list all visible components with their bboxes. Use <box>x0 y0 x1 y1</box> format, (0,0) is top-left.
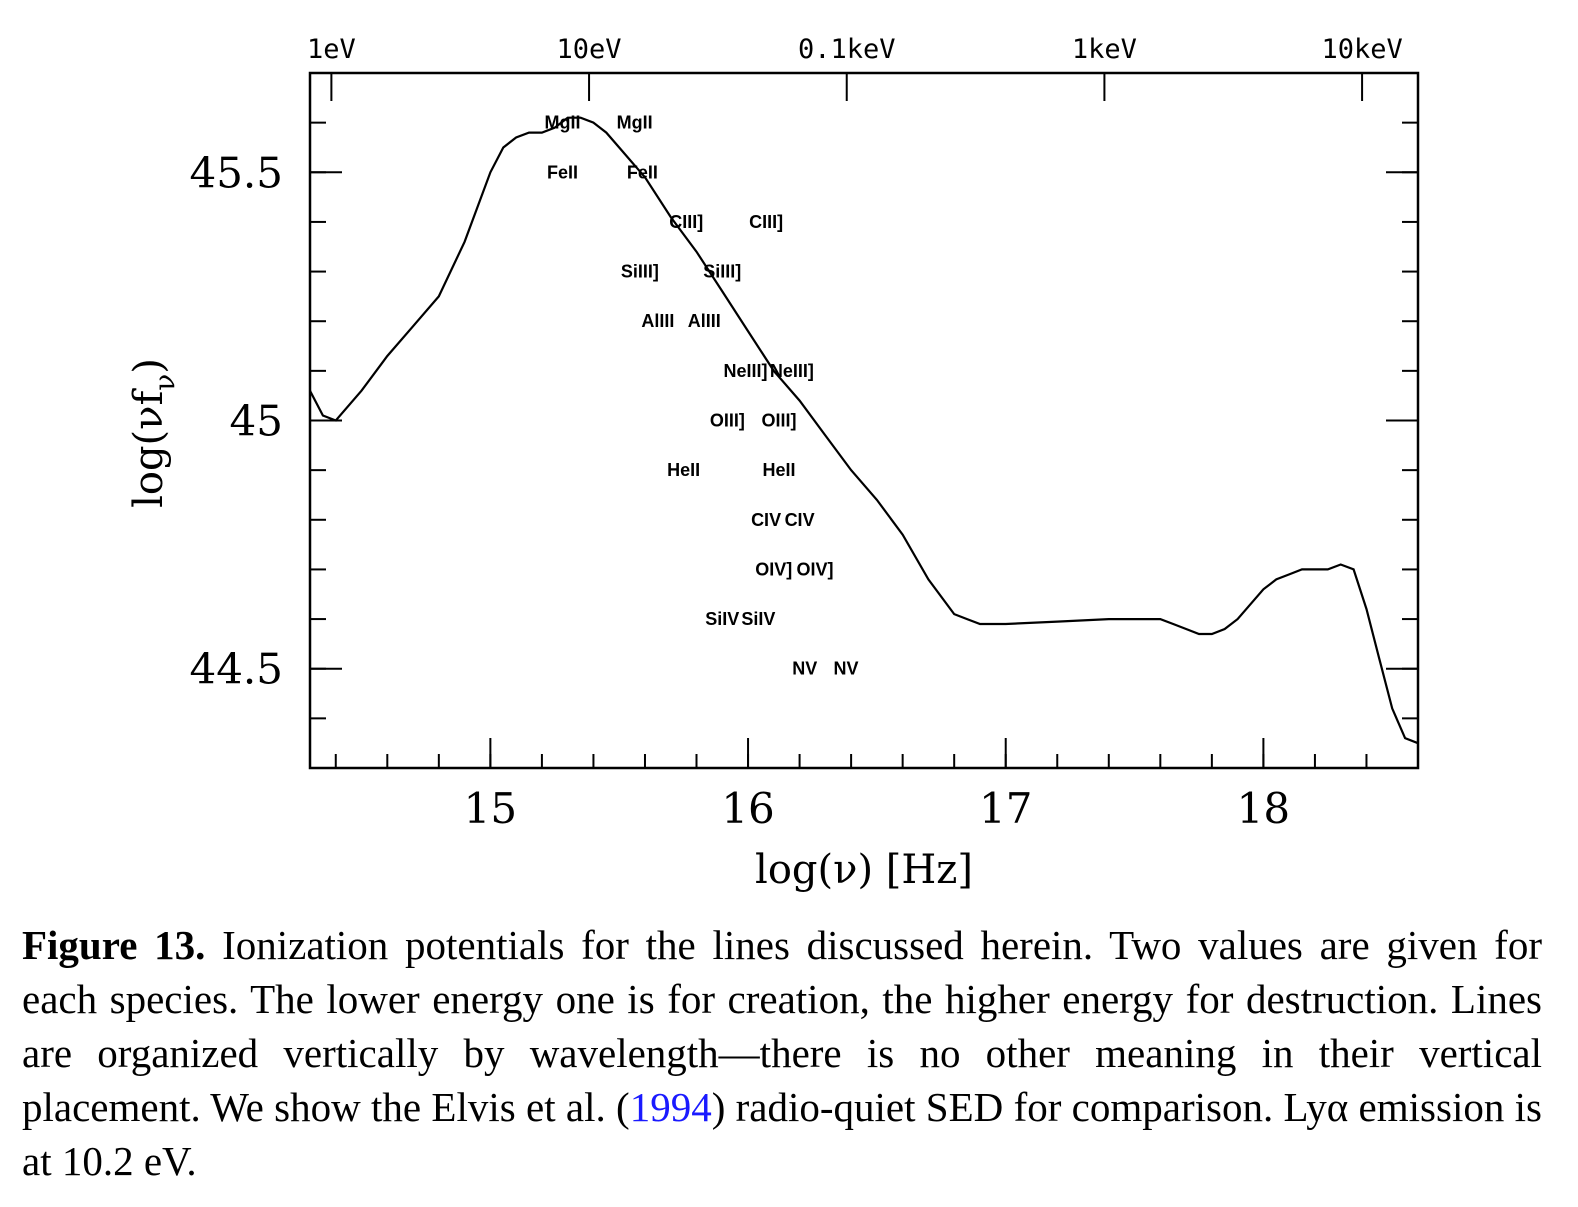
line-annotation-label: CIV <box>751 510 781 530</box>
y-axis-title: log(νfν) <box>126 358 181 508</box>
sed-curve <box>309 116 1419 745</box>
line-annotation-label: OIII] <box>761 411 796 431</box>
line-annotation-label: NeIII] <box>770 361 814 381</box>
line-annotation-label: HeII <box>762 460 795 480</box>
y-tick-label: 44.5 <box>189 645 283 694</box>
caption-text-2: ) radio-quiet SED for comparison. Lyα em… <box>22 1084 1542 1184</box>
caption-text-1: Ionization potentials for the lines disc… <box>22 922 1542 1130</box>
x-tick-label: 18 <box>1237 784 1290 833</box>
line-annotation-label: HeII <box>667 460 700 480</box>
citation-link[interactable]: 1994 <box>629 1084 712 1130</box>
top-energy-label: 1keV <box>1072 34 1137 65</box>
minor-ticks <box>310 121 1419 768</box>
major-ticks <box>310 73 1418 768</box>
line-annotation-label: SiIII] <box>621 262 659 282</box>
line-annotation-label: FeII <box>627 162 658 182</box>
y-tick-label: 45 <box>230 397 283 446</box>
tick-labels: 15 16 17 18 44.5 45 45.5 1eV 10eV 0.1keV 1keV 10keV <box>189 34 1402 833</box>
line-annotation-label: SiIV <box>705 609 739 629</box>
line-annotation-label: OIV] <box>755 559 792 579</box>
line-annotation-label: CIV <box>785 510 815 530</box>
line-annotation-label: OIV] <box>797 559 834 579</box>
figure-label: Figure 13. <box>22 922 206 968</box>
top-energy-label: 1eV <box>307 34 356 65</box>
line-annotation-label: FeII <box>547 162 578 182</box>
line-annotation-label: CIII] <box>749 212 783 232</box>
line-annotation-label: SiIV <box>741 609 775 629</box>
line-annotation-label: MgII <box>617 113 653 133</box>
chart: 15 16 17 18 44.5 45 45.5 1eV 10eV 0.1keV 1keV 10keV… <box>126 34 1420 893</box>
line-annotation-label: NV <box>833 659 858 679</box>
line-annotation-label: NeIII] <box>723 361 767 381</box>
y-tick-label: 45.5 <box>189 148 283 197</box>
top-energy-label: 10keV <box>1321 34 1402 65</box>
x-tick-label: 15 <box>464 784 517 833</box>
svg-text:log(νfν): log(νfν) <box>126 358 181 508</box>
top-energy-label: 10eV <box>557 34 622 65</box>
line-annotation-label: AlIII <box>688 311 721 331</box>
line-annotation-label: NV <box>792 659 817 679</box>
x-axis-title: log(ν) [Hz] <box>755 847 973 893</box>
top-energy-label: 0.1keV <box>798 34 896 65</box>
figure-caption: Figure 13. Ionization potentials for the… <box>22 918 1542 1188</box>
line-annotation-label: AlIII <box>641 311 674 331</box>
line-annotation-label: OIII] <box>710 411 745 431</box>
x-tick-label: 16 <box>721 784 774 833</box>
plot-frame <box>308 71 1420 770</box>
x-tick-label: 17 <box>979 784 1032 833</box>
